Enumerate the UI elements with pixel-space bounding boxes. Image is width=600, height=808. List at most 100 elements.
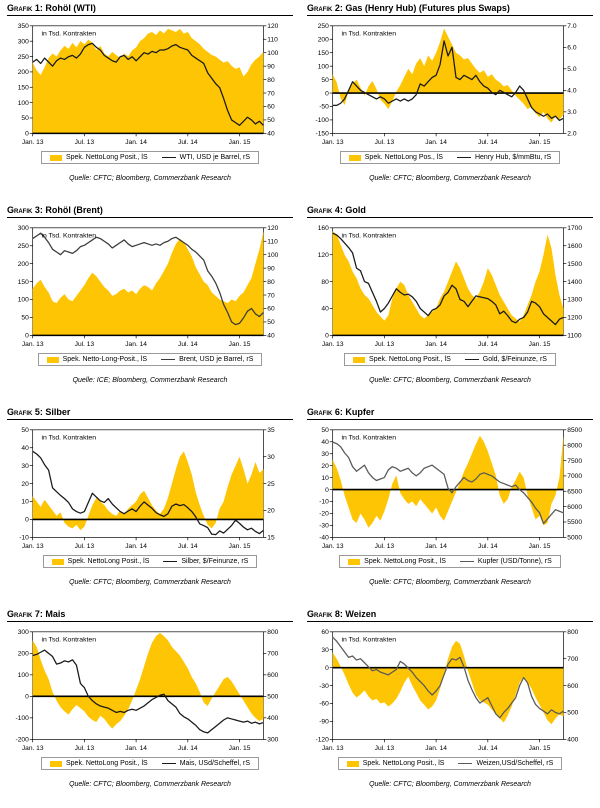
svg-text:Jan. 13: Jan. 13 [22,543,44,550]
legend-label: Weizen,USd/Scheffel, rS [476,760,554,767]
chart-card-gas: Grafik 2: Gas (Henry Hub) (Futures plus … [300,0,600,202]
svg-text:40: 40 [21,445,29,452]
legend-item-price: Brent, USD je Barrel, rS [161,356,253,363]
svg-text:8000: 8000 [567,442,582,449]
legend-item-price: WTI, USD je Barrel, rS [161,154,250,161]
line-swatch-icon [464,359,479,360]
chart-legend: Spek. Netto-Long-Posit., lS Brent, USD j… [37,353,263,366]
svg-text:400: 400 [567,737,578,744]
svg-text:Jul. 14: Jul. 14 [478,341,498,348]
svg-text:60: 60 [267,306,275,313]
svg-text:6000: 6000 [567,504,582,511]
chart-title-prefix: Grafik 7: [7,609,43,619]
svg-text:Jan. 13: Jan. 13 [322,745,344,752]
chart-title-main: Rohöl (WTI) [45,3,96,13]
svg-text:-100: -100 [316,117,330,124]
chart-legend: Spek. NettoLong Posit., lS Weizen,USd/Sc… [337,757,563,770]
svg-text:300: 300 [267,737,278,744]
chart-title-main: Gold [345,205,366,215]
svg-text:0: 0 [325,487,329,494]
svg-text:in Tsd. Kontrakten: in Tsd. Kontrakten [41,31,96,38]
svg-text:160: 160 [318,225,329,232]
svg-text:Jan. 13: Jan. 13 [22,745,44,752]
svg-text:700: 700 [267,651,278,658]
chart-canvas: 0 40 80 120 160 1100 1200 1300 1400 1500 1600 1700 J… [318,225,583,348]
legend-label: Kupfer (USD/Tonne), rS [477,558,552,565]
svg-text:200: 200 [18,651,29,658]
svg-text:300: 300 [18,38,29,45]
svg-text:Jul. 13: Jul. 13 [75,139,95,146]
svg-text:0: 0 [325,90,329,97]
legend-item-price: Gold, $/Feinunze, rS [464,356,547,363]
svg-text:30: 30 [321,451,329,458]
svg-text:Jan. 15: Jan. 15 [229,543,251,550]
legend-label: Silber, $/Feinunze, rS [181,558,249,565]
legend-label: Spek. Netto-Long-Posit., lS [62,356,148,363]
svg-text:Jan. 15: Jan. 15 [529,543,551,550]
legend-item-price: Henry Hub, $/mmBtu, rS [456,154,551,161]
legend-item-positions: Spek. NettoLong Posit., lS [353,356,451,363]
svg-text:100: 100 [18,672,29,679]
legend-label: Spek. NettoLong Pos., lS [364,154,443,161]
svg-text:800: 800 [267,629,278,636]
svg-text:15: 15 [267,535,275,542]
svg-text:100: 100 [267,252,278,259]
svg-text:1100: 1100 [567,333,582,340]
svg-text:30: 30 [321,647,329,654]
chart-canvas: 0 50 100 150 200 250 300 350 40 50 60 70 80 90 100 110 1… [18,23,279,146]
svg-text:Jul. 14: Jul. 14 [478,543,498,550]
svg-text:600: 600 [567,683,578,690]
svg-text:Jul. 13: Jul. 13 [75,745,95,752]
svg-text:300: 300 [18,629,29,636]
area-swatch-icon [51,558,64,565]
svg-text:Jan. 13: Jan. 13 [322,139,344,146]
chart-canvas: -10 0 10 20 30 40 50 15 20 25 30 35 Jan. 13 Jul. 13 Ja… [19,427,275,550]
source-note: Quelle: CFTC; Bloomberg, Commerzbank Res… [69,175,231,182]
svg-text:80: 80 [267,77,275,84]
svg-text:Jul. 13: Jul. 13 [375,139,395,146]
line-swatch-icon [163,561,178,562]
svg-text:100: 100 [318,63,329,70]
svg-text:500: 500 [267,694,278,701]
chart-title-main: Weizen [345,609,377,619]
chart-canvas: -120 -90 -60 -30 0 30 60 400 500 600 700 800 Jan. 13… [316,629,579,752]
svg-text:Jan. 15: Jan. 15 [529,341,551,348]
svg-text:200: 200 [18,261,29,268]
area-swatch-icon [348,558,361,565]
svg-text:-30: -30 [319,523,329,530]
svg-text:Jan. 14: Jan. 14 [125,341,147,348]
area-swatch-icon [353,356,366,363]
chart-card-mais: Grafik 7: Mais -200 -100 0 100 200 300 300 400 5… [0,606,300,808]
svg-text:0: 0 [25,517,29,524]
chart-title: Grafik 2: Gas (Henry Hub) (Futures plus … [307,3,593,16]
legend-label: Spek. NettoLong Posit., lS [369,356,451,363]
svg-text:5000: 5000 [567,535,582,542]
svg-text:Jan. 15: Jan. 15 [529,139,551,146]
chart-legend: Spek. NettoLong Posit., lS Silber, $/Fei… [42,555,258,568]
svg-text:110: 110 [267,239,278,246]
svg-text:1600: 1600 [567,243,582,250]
svg-text:in Tsd. Kontrakten: in Tsd. Kontrakten [341,637,396,644]
svg-text:100: 100 [18,100,29,107]
svg-text:-10: -10 [19,535,29,542]
chart-title: Grafik 7: Mais [7,609,293,622]
svg-text:Jul. 13: Jul. 13 [375,543,395,550]
chart-title-main: Gas (Henry Hub) (Futures plus Swaps) [345,3,510,13]
svg-text:30: 30 [267,454,275,461]
svg-text:7.0: 7.0 [567,23,577,30]
svg-text:Jan. 13: Jan. 13 [22,139,44,146]
legend-label: Spek. NettoLong Posit., lS [362,760,445,767]
svg-text:120: 120 [318,252,329,259]
svg-text:5.0: 5.0 [567,66,577,73]
svg-text:800: 800 [567,629,578,636]
source-note: Quelle: CFTC; Bloomberg, Commerzbank Res… [369,781,531,788]
chart-canvas: -150 -100 -50 0 50 100 150 200 250 2.0 3.0 4.0 5.0 6.… [316,23,577,146]
svg-text:Jan. 13: Jan. 13 [322,543,344,550]
area-swatch-icon [348,154,361,161]
legend-label: Spek. NettoLong Posit., lS [65,760,148,767]
svg-text:Jan. 15: Jan. 15 [229,745,251,752]
svg-text:200: 200 [318,37,329,44]
legend-item-price: Silber, $/Feinunze, rS [163,558,248,565]
svg-text:20: 20 [267,508,275,515]
chart-card-kupfer: Grafik 6: Kupfer -40 -30 -20 -10 0 10 20 30 40 50… [300,404,600,606]
